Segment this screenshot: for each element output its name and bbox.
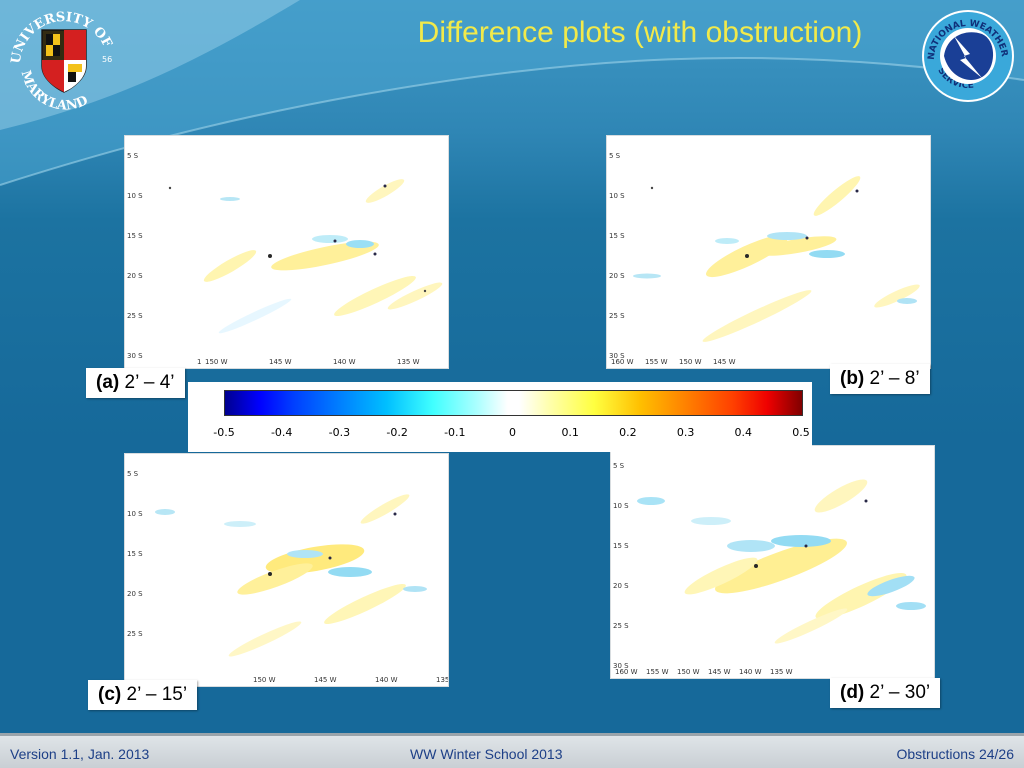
colorbar-tick-label: 0.5	[792, 426, 810, 439]
colorbar-tick-label: -0.4	[270, 426, 293, 439]
x-tick-label-c: 145 W	[314, 676, 337, 684]
y-tick-label-d: 20 S	[613, 582, 629, 590]
y-tick-label-a: 25 S	[127, 312, 143, 320]
y-tick-label-b: 30 S	[609, 352, 625, 360]
x-tick-label-a: 145 W	[269, 358, 292, 366]
x-tick-label-b: 150 W	[679, 358, 702, 366]
umd-logo-year: 56	[102, 55, 112, 64]
panel-range-d: 2’ – 30’	[869, 682, 931, 703]
x-tick-label-b: 155 W	[645, 358, 668, 366]
y-tick-label-a: 10 S	[127, 192, 143, 200]
difference-plot-c: 5 S 10 S 15 S 20 S 25 S 150 W 145 W 140 W 135	[124, 453, 449, 687]
footer-slide-number: Obstructions 24/26	[896, 746, 1014, 762]
colorbar-tick-label: 0.1	[561, 426, 579, 439]
national-weather-service-logo: NATIONAL WEATHER SERVICE	[922, 10, 1014, 102]
colorbar-tick-label: 0.2	[619, 426, 637, 439]
panel-letter-d: (d)	[840, 682, 865, 703]
colorbar-legend: -0.5 -0.4 -0.3 -0.2 -0.1 0 0.1 0.2 0.3 0.4 0.5	[188, 382, 812, 452]
colorbar-gradient	[224, 390, 803, 416]
panel-label-b: (b) 2’ – 8’	[830, 364, 930, 394]
x-tick-label-b: 160 W	[611, 358, 634, 366]
university-of-maryland-logo: UNIVERSITY OF MARYLAND 56	[9, 10, 115, 112]
panel-range-a: 2’ – 4’	[124, 372, 175, 393]
slide-title: Difference plots (with obstruction)	[417, 16, 863, 49]
y-tick-label-d: 30 S	[613, 662, 629, 670]
difference-plot-b: 5 S 10 S 15 S 20 S 25 S 30 S 160 W 155 W 150 W 14…	[606, 135, 931, 369]
difference-plot-c-field	[155, 494, 427, 657]
x-tick-label-c: 150 W	[253, 676, 276, 684]
colorbar-tick-label: -0.5	[213, 426, 235, 439]
y-tick-label-d: 5 S	[613, 462, 625, 470]
x-tick-label-c: 135	[436, 676, 449, 684]
difference-plot-a: 5 S 10 S 15 S 20 S 25 S 30 S 150 W 145 W 140 W 13…	[124, 135, 449, 369]
y-tick-label-c: 5 S	[127, 470, 139, 478]
y-tick-label-d: 10 S	[613, 502, 629, 510]
panel-letter-c: (c)	[98, 684, 122, 705]
panel-label-d: (d) 2’ – 30’	[830, 678, 941, 708]
colorbar-tick-label: 0.3	[676, 426, 695, 439]
x-tick-label-d: 145 W	[708, 668, 731, 676]
panel-range-c: 2’ – 15’	[126, 684, 188, 705]
x-tick-label-d: 135 W	[770, 668, 793, 676]
y-tick-label-a: 15 S	[127, 232, 143, 240]
footer-event: WW Winter School 2013	[410, 746, 563, 762]
x-tick-label-a: 150 W	[205, 358, 228, 366]
x-tick-label-partial-a: 1	[197, 358, 202, 366]
y-tick-label-c: 10 S	[127, 510, 143, 518]
panel-range-b: 2’ – 8’	[869, 368, 920, 389]
maryland-flag-shield-icon	[41, 29, 87, 93]
y-tick-label-b: 15 S	[609, 232, 625, 240]
y-tick-label-b: 5 S	[609, 152, 621, 160]
colorbar-tick-label: 0.4	[734, 426, 753, 439]
y-tick-label-a: 20 S	[127, 272, 143, 280]
colorbar-tick-label: 0	[509, 426, 516, 439]
x-tick-label-a: 135 W	[397, 358, 420, 366]
x-tick-label-c: 140 W	[375, 676, 398, 684]
x-tick-label-d: 160 W	[615, 668, 638, 676]
x-tick-label-d: 140 W	[739, 668, 762, 676]
colorbar-tick-label: -0.2	[386, 426, 408, 439]
y-tick-label-a: 30 S	[127, 352, 143, 360]
panel-label-c: (c) 2’ – 15’	[88, 680, 198, 710]
difference-plot-a-field	[168, 179, 443, 334]
footer-version: Version 1.1, Jan. 2013	[10, 746, 150, 762]
colorbar-tick-label: -0.1	[444, 426, 466, 439]
y-tick-label-d: 15 S	[613, 542, 629, 550]
panel-label-a: (a) 2’ – 4’	[86, 368, 185, 398]
panel-letter-b: (b)	[840, 368, 865, 389]
x-tick-label-a: 140 W	[333, 358, 356, 366]
x-tick-label-b: 145 W	[713, 358, 736, 366]
y-tick-label-c: 25 S	[127, 630, 143, 638]
y-tick-label-b: 20 S	[609, 272, 625, 280]
y-tick-label-a: 5 S	[127, 152, 139, 160]
difference-plot-b-field	[633, 176, 920, 342]
colorbar-tick-label: -0.3	[328, 426, 351, 439]
x-tick-label-d: 150 W	[677, 668, 700, 676]
panel-letter-a: (a)	[96, 372, 120, 393]
y-tick-label-d: 25 S	[613, 622, 629, 630]
difference-plot-d: 5 S 10 S 15 S 20 S 25 S 30 S 160 W 155 W 150 W 14…	[610, 445, 935, 679]
y-tick-label-b: 10 S	[609, 192, 625, 200]
slide-footer: Version 1.1, Jan. 2013 WW Winter School …	[0, 733, 1024, 768]
y-tick-label-c: 20 S	[127, 590, 143, 598]
difference-plot-d-field	[637, 479, 926, 644]
x-tick-label-d: 155 W	[646, 668, 669, 676]
y-tick-label-b: 25 S	[609, 312, 625, 320]
y-tick-label-c: 15 S	[127, 550, 143, 558]
